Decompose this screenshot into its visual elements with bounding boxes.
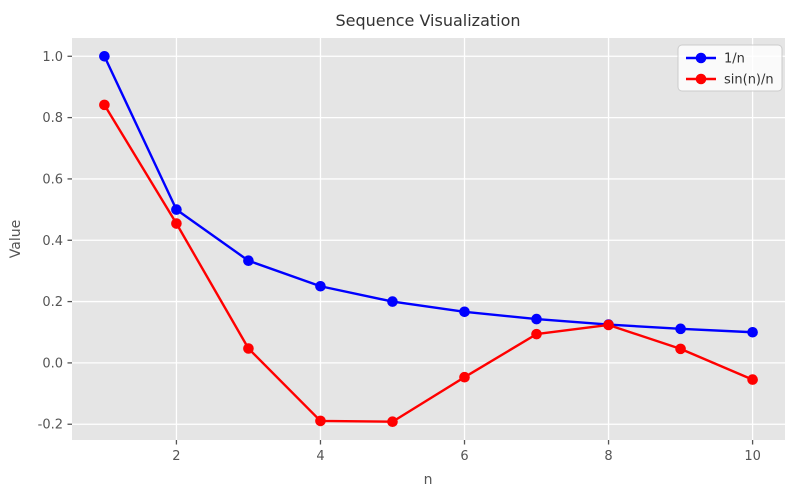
data-point-1/n (315, 280, 326, 292)
series-line-1/n (103, 55, 753, 334)
x-tick-label: 8 (604, 449, 612, 464)
y-tick-label: 0.8 (42, 111, 63, 126)
data-point-sin(n)/n (99, 99, 110, 111)
data-point-sin(n)/n (531, 328, 542, 340)
series-line-sin(n)/n (103, 104, 754, 423)
x-tick-label: 2 (172, 449, 180, 464)
axis-ticks (67, 55, 754, 445)
data-point-1/n (531, 313, 542, 325)
x-axis-label: n (424, 472, 433, 488)
y-tick-label: 0.4 (42, 234, 63, 249)
data-point-sin(n)/n (243, 343, 254, 354)
data-point-1/n (171, 204, 182, 215)
x-tick-label: 10 (744, 449, 761, 464)
y-tick-label: 0.6 (42, 172, 63, 187)
gridlines (72, 38, 785, 440)
y-tick-label: 1.0 (42, 50, 63, 65)
data-point-sin(n)/n (315, 415, 326, 427)
legend-marker (695, 52, 707, 64)
data-point-sin(n)/n (747, 374, 758, 385)
legend-entry-label: sin(n)/n (724, 73, 774, 88)
data-point-1/n (675, 323, 686, 335)
y-tick-label: -0.2 (38, 418, 63, 433)
data-point-1/n (99, 50, 110, 62)
y-tick-label: 0.0 (42, 356, 63, 371)
data-point-1/n (243, 255, 254, 267)
y-tick-label: 0.2 (42, 295, 63, 310)
plot-area (72, 38, 785, 440)
data-series (99, 50, 758, 428)
legend: 1/n sin(n)/n (677, 44, 783, 92)
x-tick-label: 4 (316, 449, 324, 464)
legend-marker (695, 73, 707, 85)
data-point-1/n (387, 296, 398, 307)
data-point-sin(n)/n (675, 343, 686, 355)
legend-entry-label: 1/n (724, 52, 745, 67)
data-point-1/n (747, 326, 758, 338)
data-point-sin(n)/n (603, 319, 614, 331)
x-tick-label: 6 (460, 449, 468, 464)
chart-title: Sequence Visualization (335, 11, 520, 30)
data-point-sin(n)/n (387, 416, 398, 428)
y-axis-label: Value (8, 220, 24, 258)
data-point-sin(n)/n (171, 218, 182, 229)
data-point-sin(n)/n (459, 371, 470, 383)
data-point-1/n (459, 306, 470, 318)
axis-tick-labels: 2 4 6 8 10 -0.2 0.0 0.2 0.4 0.6 0.8 1.0 (38, 50, 761, 464)
